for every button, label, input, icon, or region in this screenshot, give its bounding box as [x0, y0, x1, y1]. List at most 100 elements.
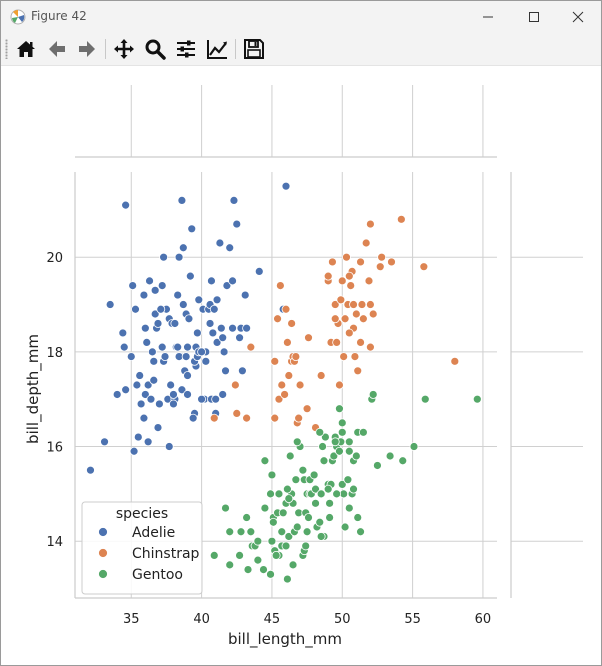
x-tick-labels: 35 40 45 50 55 60 — [123, 612, 491, 627]
point-adelie — [159, 252, 169, 262]
point-adelie — [174, 252, 184, 262]
point-chinstrap — [357, 300, 367, 309]
point-gentoo — [343, 475, 353, 485]
point-chinstrap — [209, 413, 219, 423]
point-chinstrap — [375, 262, 385, 272]
minimize-button[interactable] — [465, 1, 511, 33]
point-adelie — [197, 347, 207, 357]
point-chinstrap — [323, 271, 333, 281]
point-gentoo — [349, 484, 358, 494]
point-chinstrap — [330, 314, 340, 324]
point-adelie — [183, 390, 192, 399]
legend: species Adelie Chinstrap Gentoo — [81, 501, 203, 595]
point-adelie — [118, 328, 128, 338]
x-tick-label: 45 — [264, 612, 281, 627]
back-button[interactable] — [45, 37, 69, 61]
point-adelie — [240, 290, 250, 300]
toolbar-grip[interactable] — [5, 39, 8, 59]
y-tick-label: 14 — [46, 535, 63, 550]
point-adelie — [121, 385, 131, 395]
point-adelie — [178, 243, 188, 253]
point-chinstrap — [342, 252, 351, 262]
point-adelie — [281, 181, 291, 191]
point-chinstrap — [358, 314, 368, 324]
home-button[interactable] — [14, 37, 38, 61]
point-chinstrap — [270, 413, 280, 423]
scatter-points — [86, 181, 482, 584]
x-axis-label: bill_length_mm — [228, 630, 342, 649]
save-button[interactable] — [242, 37, 266, 61]
point-gentoo — [315, 517, 325, 527]
point-gentoo — [344, 446, 354, 456]
point-chinstrap — [344, 328, 354, 338]
zoom-button[interactable] — [143, 37, 167, 61]
point-chinstrap — [273, 314, 282, 324]
point-chinstrap — [349, 300, 358, 309]
point-chinstrap — [287, 319, 297, 328]
point-gentoo — [285, 451, 295, 461]
point-gentoo — [304, 513, 313, 522]
point-gentoo — [281, 541, 291, 551]
point-gentoo — [235, 550, 244, 560]
point-adelie — [133, 432, 143, 442]
x-tick-label: 35 — [123, 612, 140, 627]
x-tick-label: 55 — [404, 612, 421, 627]
forward-arrow-icon — [79, 41, 95, 57]
point-gentoo — [292, 437, 302, 447]
point-gentoo — [243, 565, 253, 575]
point-chinstrap — [283, 337, 292, 347]
point-chinstrap — [356, 337, 365, 347]
point-gentoo — [351, 451, 361, 461]
configure-subplots-icon — [177, 40, 195, 58]
point-chinstrap — [270, 356, 280, 366]
point-chinstrap — [377, 252, 387, 262]
point-adelie — [207, 276, 216, 286]
point-chinstrap — [277, 380, 287, 390]
axes-spines — [74, 172, 497, 599]
point-chinstrap — [361, 238, 371, 248]
close-button[interactable] — [555, 1, 601, 33]
point-adelie — [135, 371, 145, 380]
point-adelie — [218, 390, 228, 399]
x-tick-label: 60 — [475, 612, 492, 627]
edit-axis-button[interactable] — [205, 37, 229, 61]
point-chinstrap — [353, 366, 363, 376]
point-chinstrap — [350, 352, 360, 362]
point-adelie — [149, 356, 159, 366]
point-gentoo — [283, 574, 292, 584]
x-tick-label: 50 — [334, 612, 351, 627]
point-gentoo — [268, 517, 278, 527]
point-adelie — [147, 347, 157, 357]
point-adelie — [139, 413, 149, 423]
figure-canvas[interactable]: 35 40 45 50 55 60 14 16 18 20 bill_length_mm bil… — [1, 66, 601, 666]
point-adelie — [205, 319, 215, 328]
point-adelie — [112, 390, 122, 399]
main-axes: 35 40 45 50 55 60 14 16 18 20 bill_length_mm bil… — [24, 172, 497, 649]
point-adelie — [129, 446, 139, 456]
point-adelie — [150, 309, 160, 319]
point-adelie — [183, 342, 192, 352]
point-gentoo — [309, 470, 319, 480]
point-gentoo — [325, 498, 335, 508]
point-chinstrap — [356, 257, 365, 267]
legend-label-gentoo: Gentoo — [132, 567, 183, 583]
point-adelie — [166, 380, 176, 390]
point-adelie — [132, 380, 142, 390]
point-adelie — [160, 352, 170, 362]
point-adelie — [177, 195, 187, 205]
point-gentoo — [316, 532, 326, 541]
title-bar[interactable]: Figure 42 — [1, 1, 601, 33]
point-gentoo — [318, 442, 327, 451]
point-adelie — [143, 380, 153, 390]
forward-button[interactable] — [75, 37, 99, 61]
point-gentoo — [236, 527, 246, 537]
maximize-button[interactable] — [511, 1, 557, 33]
pan-button[interactable] — [112, 37, 136, 61]
point-adelie — [170, 319, 180, 328]
point-adelie — [140, 323, 150, 333]
configure-subplots-button[interactable] — [174, 37, 198, 61]
minimize-icon — [483, 16, 493, 18]
point-gentoo — [335, 404, 344, 414]
point-gentoo — [319, 456, 329, 466]
